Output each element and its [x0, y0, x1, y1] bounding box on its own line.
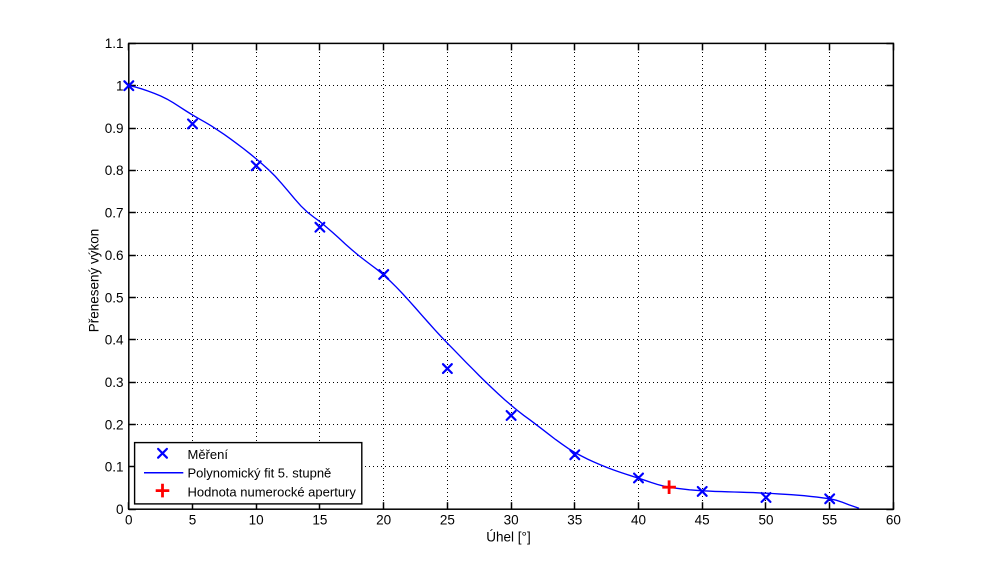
svg-text:0.9: 0.9	[105, 121, 124, 136]
svg-text:0.7: 0.7	[105, 206, 124, 221]
svg-text:Přenesený výkon: Přenesený výkon	[86, 229, 101, 333]
svg-text:0.2: 0.2	[105, 417, 124, 432]
svg-text:0.3: 0.3	[105, 375, 124, 390]
svg-text:50: 50	[758, 513, 773, 528]
svg-text:1: 1	[116, 79, 124, 94]
svg-text:40: 40	[631, 513, 646, 528]
svg-text:0: 0	[116, 502, 124, 517]
svg-text:0.8: 0.8	[105, 163, 124, 178]
svg-text:Úhel [°]: Úhel [°]	[486, 530, 530, 545]
svg-text:0.4: 0.4	[105, 333, 124, 348]
svg-text:10: 10	[249, 513, 264, 528]
svg-text:0.5: 0.5	[105, 290, 124, 305]
svg-text:25: 25	[440, 513, 455, 528]
svg-text:Hodnota numerocké apertury: Hodnota numerocké apertury	[188, 484, 357, 499]
svg-text:20: 20	[376, 513, 391, 528]
svg-text:45: 45	[695, 513, 710, 528]
svg-text:1.1: 1.1	[105, 36, 124, 51]
svg-text:5: 5	[189, 513, 197, 528]
svg-text:15: 15	[312, 513, 327, 528]
svg-text:0: 0	[125, 513, 133, 528]
svg-text:35: 35	[567, 513, 582, 528]
svg-text:Měření: Měření	[188, 447, 229, 462]
svg-text:55: 55	[822, 513, 837, 528]
svg-text:0.1: 0.1	[105, 460, 124, 475]
svg-text:60: 60	[886, 513, 901, 528]
svg-text:30: 30	[504, 513, 519, 528]
svg-text:0.6: 0.6	[105, 248, 124, 263]
svg-text:Polynomický fit 5. stupně: Polynomický fit 5. stupně	[188, 466, 332, 481]
